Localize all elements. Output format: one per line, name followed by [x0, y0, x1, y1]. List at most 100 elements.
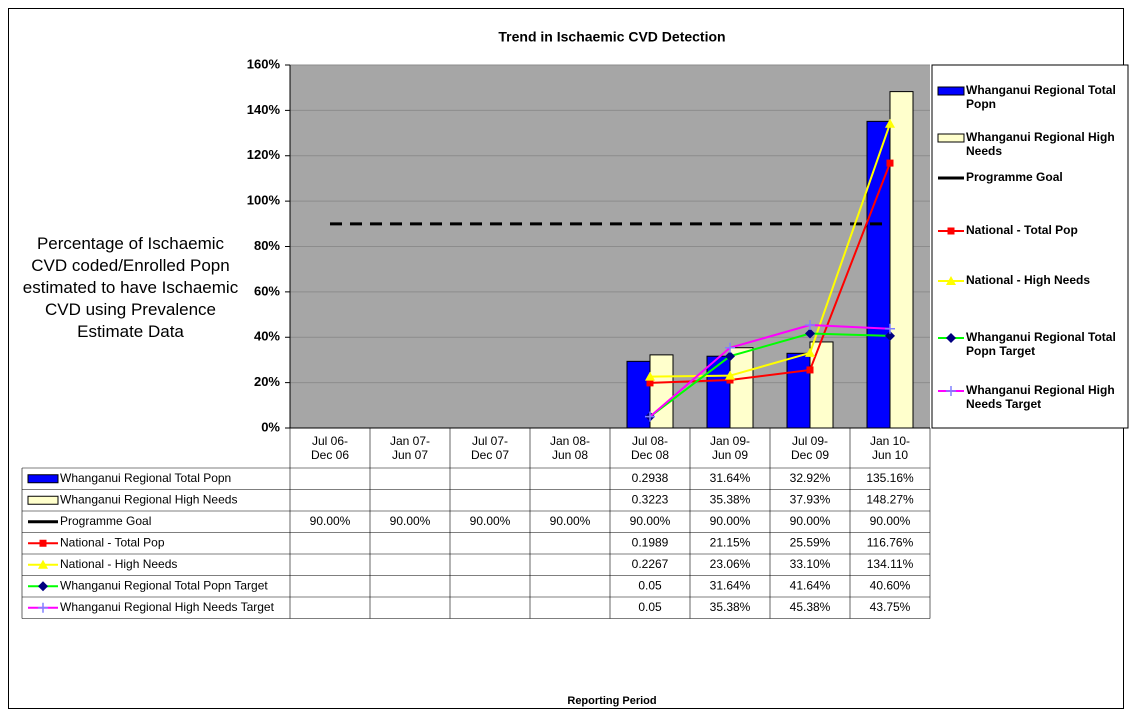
line [649, 332, 891, 418]
line [649, 123, 891, 378]
x-tick-label: Jul 08- Dec 08 [630, 434, 670, 462]
table-value: 43.75% [870, 600, 911, 614]
line-marker [646, 379, 654, 387]
line-marker [726, 376, 734, 384]
y-tick-label: 100% [247, 193, 281, 208]
table-series-label: National - Total Pop [60, 535, 165, 549]
x-tick-label: Jul 06- Dec 06 [310, 434, 350, 462]
table-swatch-marker [39, 539, 47, 547]
table-value: 134.11% [867, 557, 914, 571]
table-value: 23.06% [710, 557, 751, 571]
y-tick-label: 160% [247, 56, 281, 71]
legend-label: Whanganui Regional High Needs Target [966, 383, 1115, 411]
table-value: 25.59% [790, 535, 831, 549]
bar [729, 347, 754, 429]
table-value: 148.27% [866, 492, 914, 506]
line-marker [725, 342, 735, 353]
table-value: 90.00% [470, 514, 511, 528]
line-marker [886, 159, 894, 167]
line-marker [806, 366, 814, 374]
table-value: 90.00% [390, 514, 431, 528]
line-marker [805, 320, 815, 331]
y-tick-label: 40% [254, 329, 280, 344]
line-marker [725, 351, 735, 362]
line-marker [885, 118, 895, 128]
table-value: 40.60% [870, 578, 911, 592]
table-value: 116.76% [867, 535, 914, 549]
table-value: 31.64% [710, 578, 751, 592]
legend-label: National - Total Pop [966, 223, 1078, 237]
legend-swatch-marker [946, 333, 956, 343]
y-tick-label: 20% [254, 374, 280, 389]
table-value: 0.2267 [632, 557, 669, 571]
table-series-label: Programme Goal [60, 514, 151, 528]
x-tick-label: Jul 07- Dec 07 [470, 434, 510, 462]
x-axis-label: Reporting Period [567, 695, 656, 707]
table-value: 31.64% [710, 471, 751, 485]
x-tick-label: Jan 08- Jun 08 [549, 434, 591, 462]
line-marker [725, 370, 735, 380]
y-tick-label: 60% [254, 283, 280, 298]
legend-label: Whanganui Regional Total Popn Target [966, 330, 1116, 358]
table-value: 135.16% [866, 471, 914, 485]
y-tick-label: 120% [247, 147, 281, 162]
legend-label: National - High Needs [966, 273, 1091, 287]
table-value: 90.00% [710, 514, 751, 528]
table-series-label: Whanganui Regional High Needs Target [60, 600, 275, 614]
legend-swatch [937, 86, 965, 96]
table-value: 35.38% [710, 600, 751, 614]
table-series-label: Whanganui Regional Total Popn Target [60, 578, 268, 592]
bar [706, 355, 731, 429]
table-value: 0.3223 [632, 492, 669, 506]
table-value: 21.15% [710, 535, 751, 549]
table-swatch-marker [38, 581, 48, 592]
x-tick-label: Jan 10- Jun 10 [869, 434, 911, 462]
bar [786, 352, 811, 429]
line-marker [805, 347, 815, 357]
bar [889, 91, 914, 429]
line-marker [645, 371, 655, 381]
table-value: 32.92% [790, 471, 831, 485]
table-value: 35.38% [710, 492, 751, 506]
x-tick-label: Jan 07- Jun 07 [389, 434, 431, 462]
table-series-label: Whanganui Regional High Needs [60, 492, 237, 506]
bar [866, 120, 891, 429]
table-value: 0.2938 [632, 471, 669, 485]
table-value: 90.00% [790, 514, 831, 528]
table-swatch [27, 474, 59, 484]
line-marker [805, 328, 815, 339]
table-value: 41.64% [790, 578, 831, 592]
table-value: 45.38% [790, 600, 831, 614]
legend-box [931, 64, 1129, 429]
bar [649, 354, 674, 429]
table-value: 33.10% [790, 557, 831, 571]
legend-label: Programme Goal [966, 170, 1063, 184]
table-value: 37.93% [790, 492, 831, 506]
table-value: 0.1989 [632, 535, 669, 549]
legend-label: Whanganui Regional Total Popn [966, 83, 1116, 111]
legend-swatch-marker [946, 386, 956, 396]
x-tick-label: Jan 09- Jun 09 [709, 434, 751, 462]
table-value: 0.05 [638, 600, 662, 614]
legend-swatch-marker [947, 227, 955, 235]
table-value: 90.00% [310, 514, 351, 528]
table-value: 90.00% [870, 514, 911, 528]
table-series-label: National - High Needs [60, 557, 177, 571]
table-swatch-marker [38, 559, 48, 569]
legend-swatch-marker [946, 276, 956, 285]
table-value: 90.00% [550, 514, 591, 528]
legend-swatch [937, 133, 965, 143]
line [649, 324, 891, 418]
line-marker [885, 323, 895, 334]
legend-label: Whanganui Regional High Needs [966, 130, 1115, 158]
y-tick-label: 80% [254, 238, 280, 253]
table-swatch [27, 495, 59, 505]
table-value: 90.00% [630, 514, 671, 528]
y-axis-label: Percentage of Ischaemic CVD coded/Enroll… [22, 234, 239, 341]
chart-title: Trend in Ischaemic CVD Detection [498, 29, 725, 45]
y-tick-label: 140% [247, 102, 281, 117]
line-marker [885, 330, 895, 341]
table-series-label: Whanganui Regional Total Popn [60, 471, 231, 485]
y-tick-label: 0% [261, 419, 280, 434]
